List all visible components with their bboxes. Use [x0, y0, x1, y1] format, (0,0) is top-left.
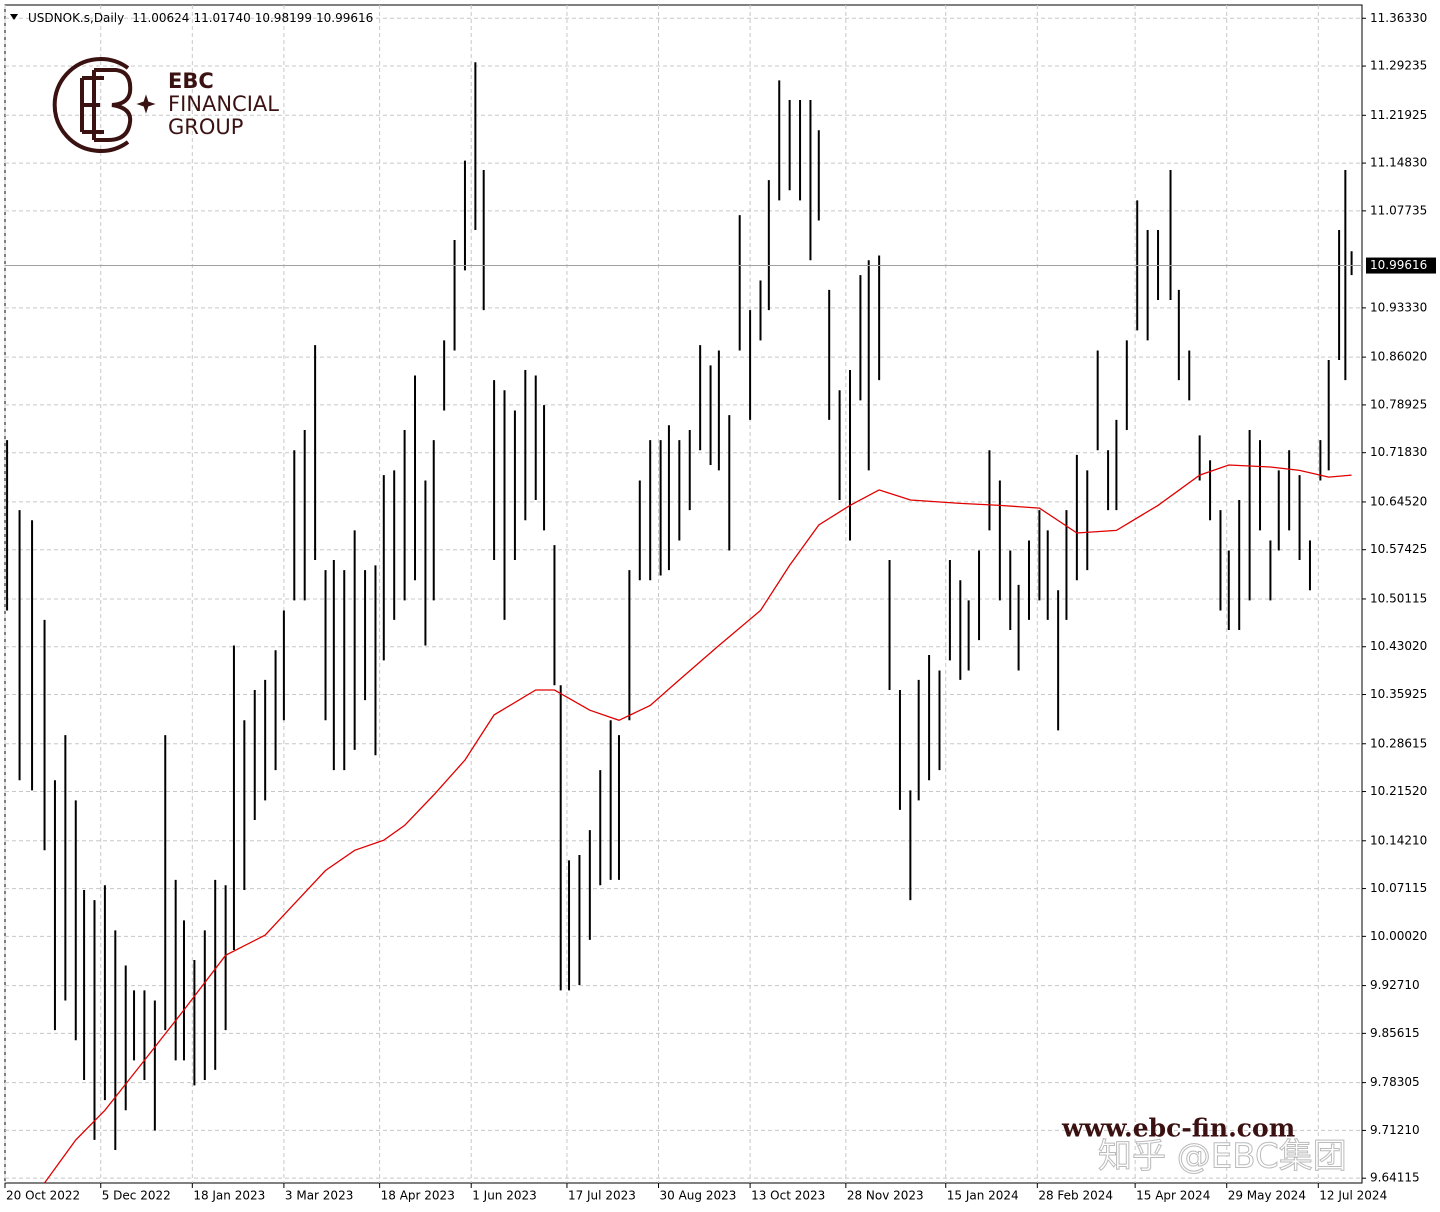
logo-text: EBC: [168, 69, 214, 93]
moving-average: [43, 464, 1352, 1184]
logo-letters: [80, 68, 133, 142]
current-price-box: [1366, 257, 1436, 274]
header: USDNOK.s,Daily 11.00624 11.01740 10.98199 10…: [28, 11, 373, 25]
header-item: 11.00624: [132, 11, 189, 25]
y-tick-label: 9.71210: [1370, 1123, 1420, 1137]
logo-text: FINANCIAL: [168, 92, 279, 116]
y-tick-label: 10.14210: [1370, 833, 1427, 847]
logo: [52, 57, 156, 153]
marks: [6, 62, 1353, 1184]
current-price-label: 10.99616: [1370, 258, 1427, 272]
y-tick-label: 9.85615: [1370, 1026, 1420, 1040]
logo-ring: [52, 57, 130, 153]
x-tick-label: 15 Jan 2024: [947, 1189, 1019, 1203]
header-item: 11.01740: [193, 11, 250, 25]
x-tick-label: 12 Jul 2024: [1319, 1189, 1387, 1203]
website: www.ebc-fin.com: [1061, 1114, 1295, 1143]
y-tick-label: 10.43020: [1370, 639, 1427, 653]
x-tick-label: 30 Aug 2023: [660, 1189, 737, 1203]
y-tick-label: 10.50115: [1370, 591, 1427, 605]
logo-star: [136, 94, 156, 114]
x-tick-label: 28 Nov 2023: [847, 1189, 924, 1203]
y-tick-label: 10.93330: [1370, 300, 1427, 314]
x-tick-label: 13 Oct 2023: [751, 1189, 825, 1203]
y-tick-label: 11.07735: [1370, 203, 1427, 217]
x-tick-label: 1 Jun 2023: [472, 1189, 537, 1203]
logo-text: GROUP: [168, 115, 243, 139]
y-tick-label: 9.92710: [1370, 978, 1420, 992]
x-tick-label: 18 Apr 2023: [381, 1189, 455, 1203]
y-tick-label: 10.57425: [1370, 542, 1427, 556]
y-tick-label: 10.35925: [1370, 687, 1427, 701]
header-item: 10.99616: [316, 11, 373, 25]
y-tick-label: 11.14830: [1370, 156, 1427, 170]
menu-arrow: [10, 14, 18, 20]
header-item: 10.98199: [255, 11, 312, 25]
y-tick-label: 10.00020: [1370, 929, 1427, 943]
y-tick-label: 10.86020: [1370, 350, 1427, 364]
y-tick-label: 10.78925: [1370, 397, 1427, 411]
x-tick-label: 5 Dec 2022: [102, 1189, 171, 1203]
y-tick-label: 10.28615: [1370, 736, 1427, 750]
x-tick-label: 20 Oct 2022: [6, 1189, 80, 1203]
y-tick-label: 11.36330: [1370, 11, 1427, 25]
plot-frame: [4, 4, 1363, 1184]
y-tick-label: 9.64115: [1370, 1171, 1420, 1185]
x-tick-label: 17 Jul 2023: [568, 1189, 636, 1203]
header-item: USDNOK.s,Daily: [28, 11, 124, 25]
y-tick-label: 10.07115: [1370, 881, 1427, 895]
y-tick-label: 10.21520: [1370, 784, 1427, 798]
y-tick-label: 11.29235: [1370, 59, 1427, 73]
x-tick-label: 28 Feb 2024: [1038, 1189, 1113, 1203]
y-tick-label: 11.21925: [1370, 108, 1427, 122]
grid: [4, 5, 1362, 1183]
y-tick-label: 10.64520: [1370, 494, 1427, 508]
watermark: 知乎 @EBC集团: [1098, 1137, 1347, 1177]
x-tick-label: 29 May 2024: [1228, 1189, 1306, 1203]
x-tick-label: 15 Apr 2024: [1136, 1189, 1210, 1203]
x-tick-label: 3 Mar 2023: [285, 1189, 353, 1203]
x-tick-label: 18 Jan 2023: [193, 1189, 265, 1203]
y-tick-label: 9.78305: [1370, 1075, 1420, 1089]
y-tick-label: 10.71830: [1370, 445, 1427, 459]
